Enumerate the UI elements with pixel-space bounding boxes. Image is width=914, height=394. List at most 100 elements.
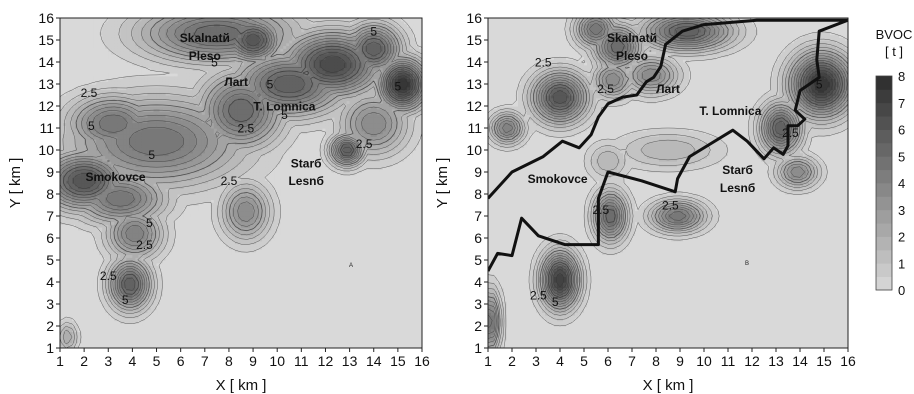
field-cell — [102, 51, 106, 55]
field-cell — [96, 106, 100, 110]
field-cell — [78, 169, 82, 173]
field-cell — [126, 295, 130, 300]
field-cell — [123, 86, 127, 91]
field-cell — [117, 108, 121, 113]
field-cell — [129, 315, 133, 319]
field-cell — [84, 86, 88, 91]
field-cell — [105, 251, 109, 256]
field-cell — [90, 191, 94, 195]
field-cell — [102, 45, 106, 49]
field-cell — [93, 246, 97, 250]
field-cell — [72, 207, 76, 212]
field-cell — [87, 81, 91, 85]
field-cell — [84, 218, 88, 223]
field-cell — [126, 276, 130, 280]
field-cell — [81, 180, 85, 184]
field-cell — [72, 323, 76, 327]
field-cell — [117, 92, 121, 96]
field-cell — [105, 125, 109, 129]
field-cell — [102, 136, 106, 140]
field-cell — [96, 78, 100, 82]
field-cell — [111, 161, 115, 165]
field-cell — [117, 323, 121, 327]
field-cell — [60, 224, 64, 228]
field-cell — [66, 119, 70, 124]
field-cell — [129, 106, 133, 110]
field-cell — [117, 158, 121, 162]
field-cell — [117, 144, 121, 148]
field-cell — [90, 180, 94, 184]
field-cell — [120, 268, 124, 272]
field-cell — [90, 240, 94, 245]
field-cell — [120, 205, 124, 209]
field-cell — [114, 103, 118, 107]
field-cell — [99, 282, 103, 286]
field-cell — [105, 92, 109, 96]
field-cell — [93, 284, 97, 289]
field-cell — [120, 262, 124, 267]
field-cell — [90, 136, 94, 140]
field-cell — [84, 108, 88, 113]
field-cell — [123, 56, 127, 60]
field-cell — [66, 213, 70, 217]
field-cell — [111, 111, 115, 115]
field-cell — [126, 89, 130, 93]
field-cell — [120, 81, 124, 85]
field-cell — [129, 216, 133, 220]
field-cell — [90, 78, 94, 82]
field-cell — [102, 279, 106, 283]
field-cell — [117, 141, 121, 146]
field-cell — [99, 75, 103, 80]
field-cell — [66, 339, 70, 344]
field-cell — [108, 194, 112, 198]
field-cell — [120, 246, 124, 250]
field-cell — [114, 191, 118, 195]
field-cell — [93, 144, 97, 148]
field-cell — [126, 194, 130, 198]
field-cell — [108, 86, 112, 91]
field-cell — [108, 304, 112, 308]
field-cell — [126, 251, 130, 256]
field-cell — [108, 169, 112, 173]
field-cell — [60, 119, 64, 124]
field-cell — [102, 191, 106, 195]
field-cell — [114, 122, 118, 126]
field-cell — [69, 172, 73, 176]
field-cell — [105, 169, 109, 173]
field-cell — [105, 119, 109, 124]
field-cell — [123, 205, 127, 209]
field-cell — [129, 53, 133, 58]
field-cell — [87, 213, 91, 217]
field-cell — [78, 125, 82, 129]
field-cell — [102, 306, 106, 311]
field-cell — [129, 273, 133, 278]
field-cell — [78, 163, 82, 168]
field-cell — [120, 18, 124, 22]
field-cell — [126, 59, 130, 63]
field-cell — [63, 315, 67, 319]
field-cell — [99, 304, 103, 308]
field-cell — [84, 205, 88, 209]
field-cell — [99, 97, 103, 102]
field-cell — [63, 323, 67, 327]
field-cell — [111, 75, 115, 80]
field-cell — [63, 114, 67, 118]
field-cell — [102, 213, 106, 217]
field-cell — [105, 279, 109, 283]
field-cell — [90, 40, 94, 44]
field-cell — [108, 227, 112, 231]
field-cell — [66, 196, 70, 201]
field-cell — [123, 89, 127, 93]
field-cell — [111, 117, 115, 121]
field-cell — [81, 229, 85, 234]
field-cell — [60, 323, 64, 327]
field-cell — [63, 147, 67, 151]
field-cell — [123, 180, 127, 184]
field-cell — [129, 158, 133, 162]
field-cell — [123, 20, 127, 25]
field-cell — [123, 312, 127, 316]
field-cell — [87, 130, 91, 135]
field-cell — [105, 290, 109, 294]
field-cell — [114, 161, 118, 165]
